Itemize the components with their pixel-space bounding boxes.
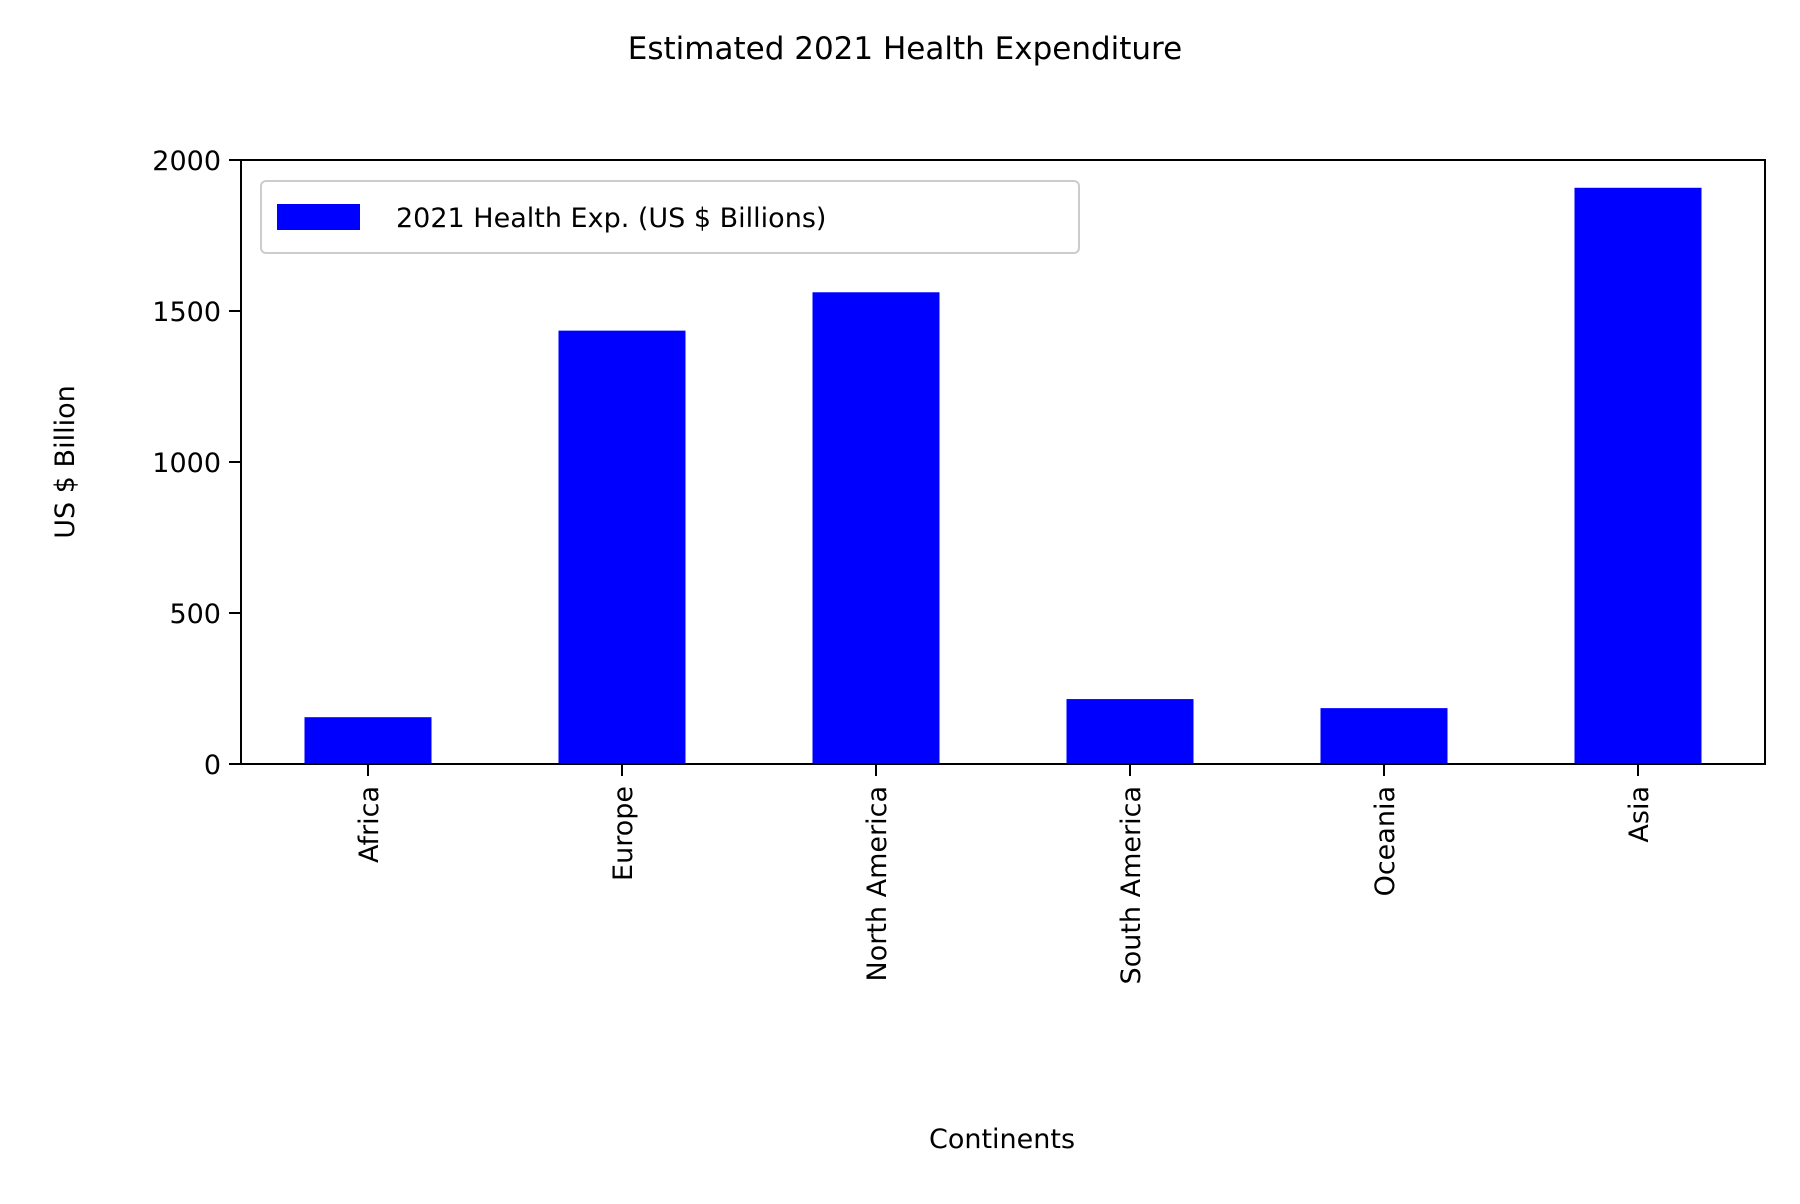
bar-asia bbox=[1574, 187, 1702, 764]
x-axis: Africa Europe North America South America Oc… bbox=[354, 764, 1655, 984]
x-tick-label: Africa bbox=[354, 786, 385, 863]
y-axis-label: US $ Billion bbox=[50, 385, 81, 538]
legend: 2021 Health Exp. (US $ Billions) bbox=[260, 180, 1080, 254]
plot-frame bbox=[240, 159, 1766, 765]
y-tick-label: 1500 bbox=[152, 297, 221, 328]
legend-box bbox=[260, 180, 1080, 254]
x-tick-label: North America bbox=[862, 786, 893, 981]
x-tick-label: Oceania bbox=[1370, 786, 1401, 896]
bar-south-america bbox=[1066, 699, 1194, 764]
bar-north-america bbox=[812, 292, 940, 764]
chart-title: Estimated 2021 Health Expenditure bbox=[628, 31, 1182, 67]
legend-swatch bbox=[277, 204, 360, 230]
bar-oceania bbox=[1320, 708, 1448, 764]
x-tick-label: South America bbox=[1116, 786, 1147, 984]
y-axis: 0 500 1000 1500 2000 bbox=[152, 146, 241, 781]
bars-group bbox=[304, 187, 1702, 764]
y-tick-label: 2000 bbox=[152, 146, 221, 177]
bar-europe bbox=[558, 330, 686, 764]
y-tick-label: 1000 bbox=[152, 448, 221, 479]
x-tick-label: Asia bbox=[1624, 786, 1655, 843]
y-tick-label: 0 bbox=[204, 750, 221, 781]
x-axis-label: Continents bbox=[929, 1124, 1075, 1155]
bar-africa bbox=[304, 717, 432, 764]
x-tick-label: Europe bbox=[608, 786, 639, 881]
legend-label: 2021 Health Exp. (US $ Billions) bbox=[396, 203, 826, 234]
y-tick-label: 500 bbox=[169, 599, 221, 630]
